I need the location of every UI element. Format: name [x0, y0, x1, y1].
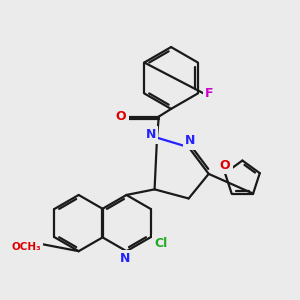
Text: O: O [116, 110, 126, 123]
Text: N: N [119, 252, 130, 266]
Text: N: N [146, 128, 156, 141]
Text: O: O [220, 159, 230, 172]
Text: Cl: Cl [155, 237, 168, 250]
Text: OCH₃: OCH₃ [11, 242, 41, 252]
Text: F: F [205, 87, 214, 100]
Text: N: N [185, 134, 196, 147]
